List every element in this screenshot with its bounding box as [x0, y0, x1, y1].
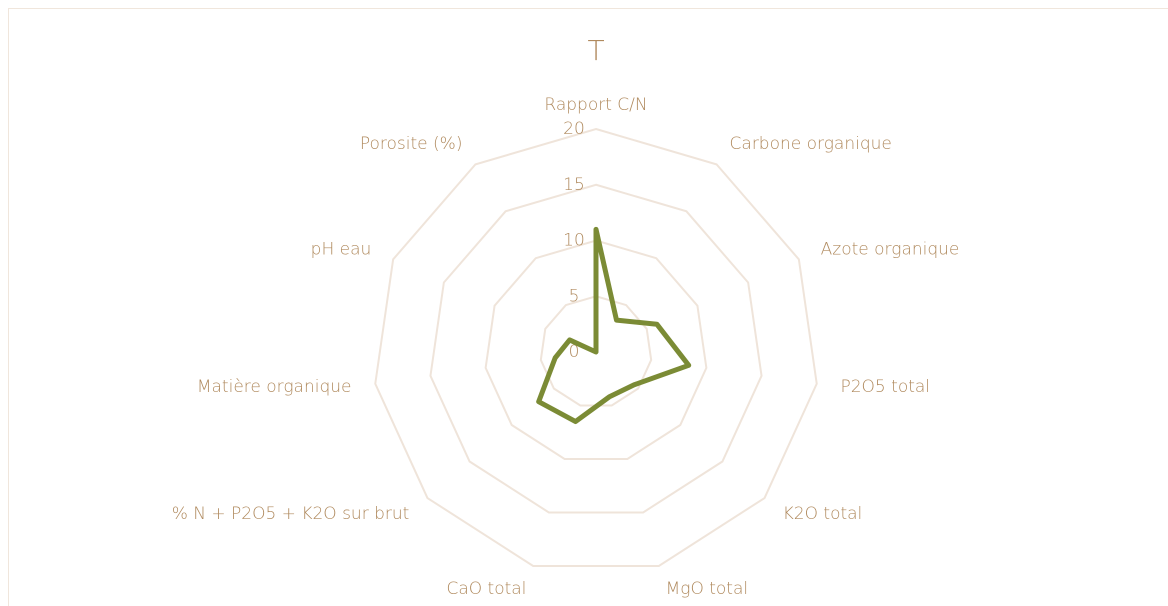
category-label: P2O5 total — [840, 377, 930, 397]
category-label: MgO total — [666, 579, 749, 599]
r-tick-label: 10 — [563, 231, 585, 251]
chart-title: T — [587, 34, 604, 67]
frame — [8, 8, 1168, 606]
r-tick-label: 15 — [563, 175, 585, 195]
category-label: pH eau — [311, 239, 372, 259]
r-tick-label: 20 — [563, 119, 585, 139]
category-label: Porosite (%) — [360, 134, 463, 154]
category-label: Rapport C/N — [544, 95, 647, 115]
r-tick-label: 0 — [569, 342, 580, 362]
category-label: Azote organique — [821, 239, 960, 259]
grid-ring — [429, 183, 763, 514]
grid-ring — [374, 127, 818, 567]
category-label: Matière organique — [197, 377, 352, 397]
grid-ring — [484, 239, 708, 460]
category-label: K2O total — [783, 504, 863, 524]
category-label: Carbone organique — [730, 134, 892, 154]
category-label: % N + P2O5 + K2O sur brut — [172, 504, 410, 524]
category-label: CaO total — [446, 579, 526, 599]
r-tick-label: 5 — [569, 286, 580, 306]
series-line — [536, 226, 692, 425]
